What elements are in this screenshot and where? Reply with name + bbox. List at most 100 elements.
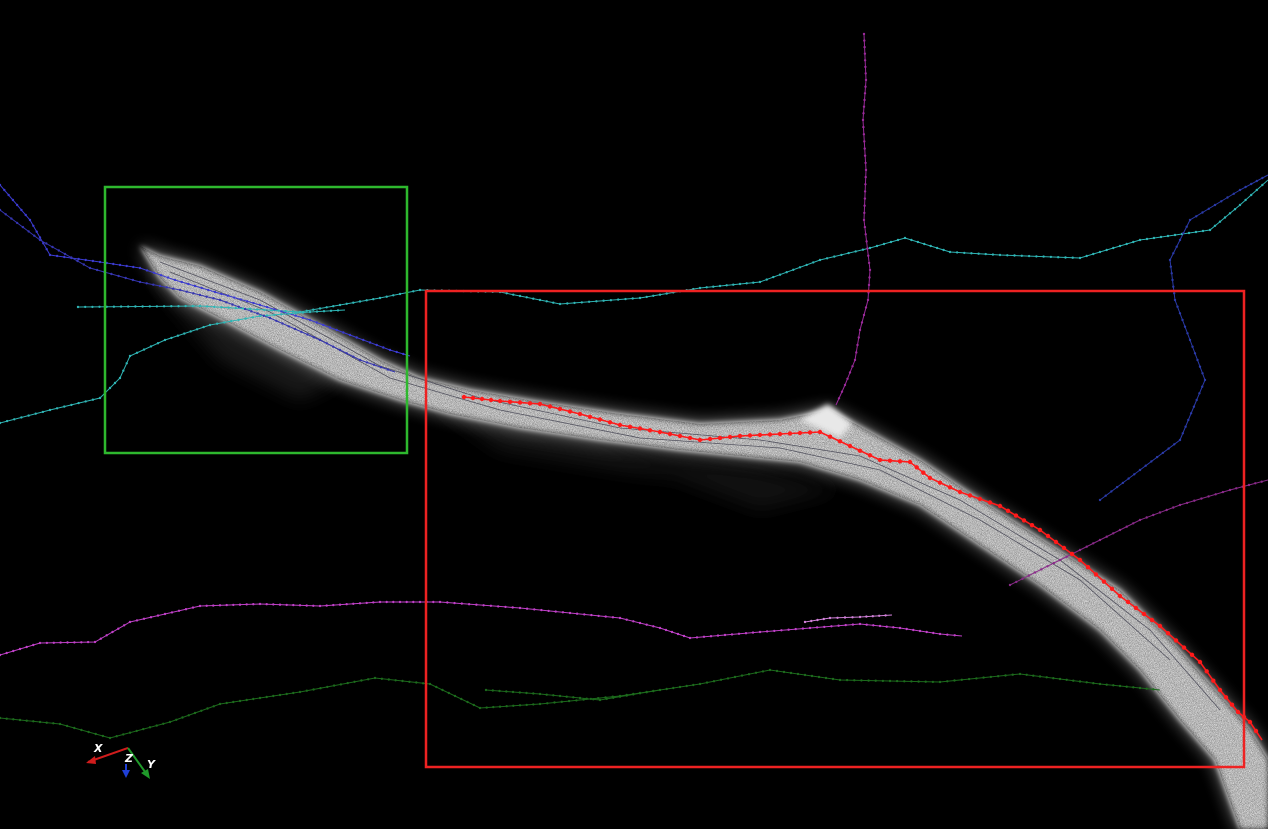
green-trace-bottom-node xyxy=(903,680,906,683)
cyan-trace-upper-node xyxy=(213,305,216,309)
green-trace-bottom-node xyxy=(1152,688,1155,691)
highlighted-trace-node xyxy=(1109,586,1115,591)
highlighted-trace-node xyxy=(837,439,843,444)
cyan-trace-upper-node xyxy=(692,287,695,291)
magenta-trace-lower-node xyxy=(658,626,662,630)
green-trace-bottom-branch-node xyxy=(638,692,642,695)
cyan-trace-left-node xyxy=(135,351,139,354)
dark-blue-trace-node xyxy=(294,314,297,317)
green-trace-bottom-node xyxy=(733,675,737,679)
purple-trace-right-node xyxy=(1138,518,1142,522)
green-trace-bottom-node xyxy=(1145,687,1148,690)
cyan-trace-upper-node xyxy=(277,309,280,312)
cyan-trace-upper-node xyxy=(609,299,613,302)
highlighted-trace-node xyxy=(470,395,476,401)
blue-trace-right-node xyxy=(1155,455,1159,459)
highlighted-trace-node xyxy=(717,435,723,441)
magenta-trace-lower-node xyxy=(305,604,308,607)
green-trace-bottom-node xyxy=(740,674,744,677)
blue-trace-right-node xyxy=(1201,372,1204,375)
blue-trace-right-node xyxy=(1195,215,1198,218)
dark-blue-trace-branch-node xyxy=(325,342,328,345)
cyan-trace-left[interactable] xyxy=(0,309,346,424)
green-trace-bottom-node xyxy=(326,685,329,689)
cyan-trace-left-node xyxy=(176,334,180,337)
highlighted-trace-node xyxy=(757,432,763,438)
highlighted-trace-node xyxy=(957,489,963,495)
dark-blue-trace-node xyxy=(258,303,262,307)
blue-trace-right-node xyxy=(1188,218,1192,222)
green-trace-bottom-node xyxy=(212,705,215,708)
cyan-trace-left-node xyxy=(294,311,297,315)
magenta-trace-lower-node xyxy=(664,628,668,632)
dark-blue-trace-node xyxy=(77,257,80,261)
cyan-trace-upper-node xyxy=(345,302,348,305)
green-trace-bottom-node xyxy=(200,709,203,712)
magenta-trace-lower-node xyxy=(611,616,615,619)
highlighted-trace-node xyxy=(1101,579,1107,584)
magenta-trace-lower[interactable] xyxy=(0,601,963,656)
dark-blue-trace-branch-node xyxy=(110,272,113,276)
purple-trace-vertical-node xyxy=(863,154,867,157)
blue-trace-right-node xyxy=(1150,460,1153,463)
blue-trace-right-node xyxy=(1167,447,1170,450)
magenta-trace-lower-node xyxy=(378,600,382,604)
z-axis-label: Z xyxy=(124,752,134,765)
dark-blue-trace-node xyxy=(15,203,19,207)
red-roi-box[interactable] xyxy=(424,289,1246,769)
purple-trace-right-node xyxy=(1178,503,1182,507)
green-trace-bottom-node xyxy=(58,722,62,726)
highlighted-trace-node xyxy=(557,406,563,412)
y-axis-arrow-head xyxy=(141,769,150,779)
magenta-trace-short-node xyxy=(865,615,868,618)
cyan-trace-upper-node xyxy=(1078,256,1082,260)
magenta-trace-lower-node xyxy=(912,628,915,632)
cyan-trace-upper-node xyxy=(227,306,230,309)
dark-blue-trace-branch-node xyxy=(152,283,155,286)
green-trace-bottom-node xyxy=(380,677,384,680)
blue-trace-right-node xyxy=(1203,378,1207,382)
purple-trace-right-node xyxy=(1098,538,1102,542)
cyan-trace-upper-node xyxy=(1118,244,1122,248)
magenta-trace-lower-node xyxy=(352,602,355,605)
dark-blue-trace-node xyxy=(11,198,15,202)
cyan-trace-left-node xyxy=(113,381,117,385)
green-trace-bottom[interactable] xyxy=(0,669,1161,739)
highlighted-trace-node xyxy=(937,480,943,485)
dark-blue-trace-branch-node xyxy=(205,295,208,298)
dark-blue-trace-branch-node xyxy=(231,303,234,306)
magenta-trace-lower-node xyxy=(953,634,956,637)
cyan-trace-upper-node xyxy=(745,282,748,285)
cyan-trace-upper-node xyxy=(765,278,768,281)
green-roi-box[interactable] xyxy=(103,185,409,455)
green-trace-bottom-node xyxy=(665,687,668,691)
dark-blue-trace-branch-node xyxy=(281,322,284,325)
magenta-trace-lower-node xyxy=(504,605,507,609)
green-trace-bottom-node xyxy=(747,673,751,676)
green-trace-bottom-node xyxy=(460,697,463,701)
green-trace-bottom-node xyxy=(938,680,942,684)
green-trace-bottom-node xyxy=(845,678,849,682)
highlighted-trace-node xyxy=(1217,687,1223,693)
cyan-trace-left-node xyxy=(280,313,283,316)
highlighted-trace-node xyxy=(1037,527,1043,533)
highlighted-trace-node xyxy=(914,465,919,470)
green-trace-bottom-node xyxy=(45,721,48,724)
dark-blue-trace-branch-node xyxy=(250,310,253,313)
cyan-trace-left-node xyxy=(77,401,80,405)
dark-blue-trace-branch-node xyxy=(158,284,162,288)
highlighted-trace-node xyxy=(567,409,573,414)
magenta-trace-short-node xyxy=(884,614,887,617)
green-trace-bottom-node xyxy=(960,678,963,681)
highlighted-trace-node xyxy=(1053,539,1059,545)
cyan-trace-left-node xyxy=(98,396,102,400)
blue-trace-right-node xyxy=(1133,473,1136,476)
highlighted-trace-node xyxy=(987,500,993,505)
dark-blue-trace-node xyxy=(193,284,197,288)
green-trace-bottom-node xyxy=(87,730,90,734)
purple-trace-vertical-node xyxy=(862,218,866,222)
magenta-trace-lower-node xyxy=(475,603,478,606)
cyan-trace-left-node xyxy=(84,400,87,403)
cyan-trace-upper-node xyxy=(84,305,87,309)
